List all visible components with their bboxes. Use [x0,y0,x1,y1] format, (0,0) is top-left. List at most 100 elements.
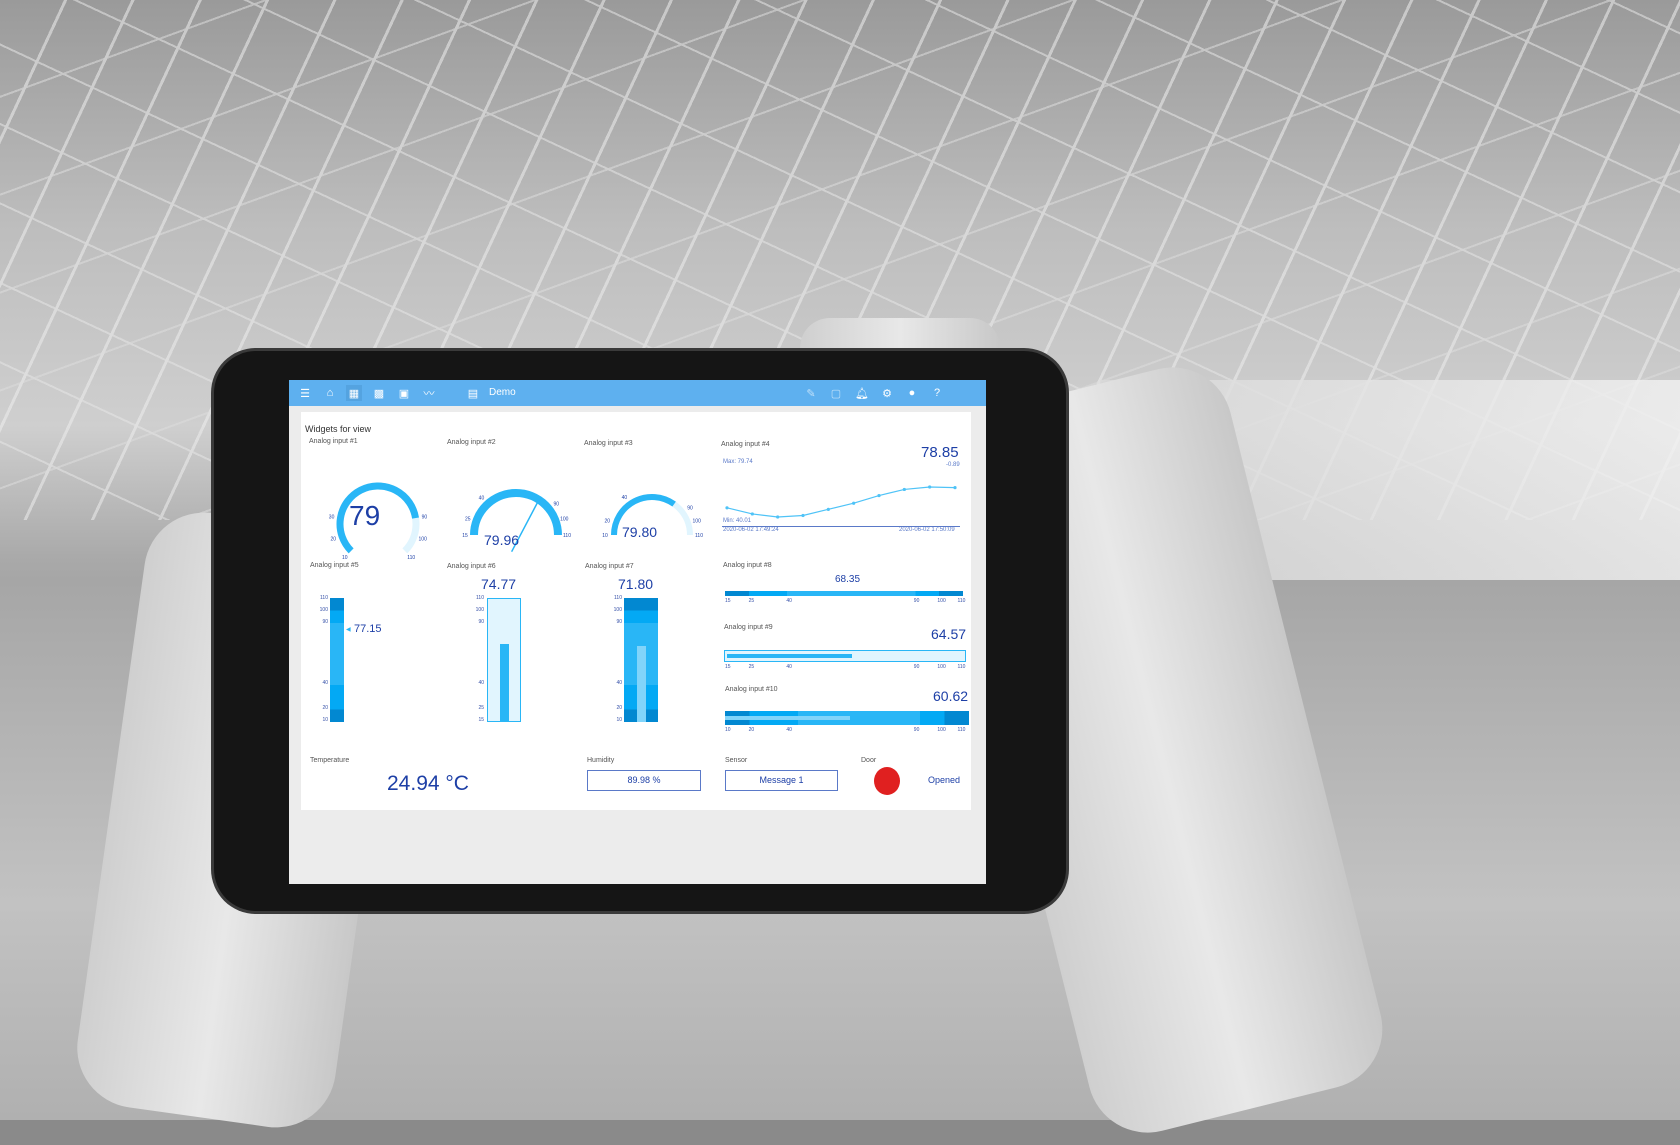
gauge-tick-label: 10 [342,555,348,561]
gauge-tick-label: 90 [687,505,693,511]
door-status-led [874,767,900,795]
gauge-band [470,489,562,536]
vbar-tick-label: 100 [475,607,484,614]
trend-point [953,486,957,490]
gauge-track [470,489,562,536]
chart-icon[interactable]: 〰 [423,388,435,400]
trend-max: Max: 79.74 [723,459,753,465]
hbar-tick-label: 110 [957,727,966,733]
humidity-field[interactable]: 89.98 % [587,770,701,791]
menu-icon[interactable]: ☰ [300,387,310,400]
trend-line [726,486,956,518]
hbar-tick-label: 110 [957,664,966,670]
dashboard-title: Demo [489,387,516,398]
gauge-tick-label: 100 [693,518,702,524]
gauge-tick-label: 110 [695,533,703,539]
trend-axis [722,526,960,527]
hbar-label: Analog input #9 [724,624,773,631]
vbar-tick-label: 110 [476,595,484,601]
hbar-tick-label: 10 [725,727,731,733]
gauge-label: Analog input #2 [447,439,496,446]
trend-point [826,507,830,511]
dashboard-icon[interactable]: ▦ [346,385,362,401]
gauge-tick-label: 110 [563,533,571,539]
panel-title: Widgets for view [305,424,372,434]
vbar-marker: ◀ [346,627,351,633]
gauge-value: 79 [349,500,381,531]
account-icon[interactable]: ● [908,387,916,399]
vbar-tick-label: 90 [478,619,484,626]
vbar-tick-label: 100 [613,607,622,614]
hbar-tick-label: 90 [913,598,920,604]
vbar-value: 71.80 [618,576,654,592]
vbar-label: Analog input #6 [447,563,496,570]
gauge-tick-label: 40 [622,495,628,501]
gauge-tick-label: 20 [605,518,611,524]
hbar-value: 60.62 [933,688,969,704]
hbar-tick-label: 15 [725,598,731,604]
hbar-tick-label: 100 [937,727,946,733]
vbar-label: Analog input #7 [585,563,634,570]
temperature-label: Temperature [310,757,350,764]
gauge-tick-label: 20 [331,537,337,543]
top-bar: ☰ ⌂ ▦ ▩ ▣ 〰 ▤ Demo ✎ ▢ 🔔︎ ⚙ ● ? [289,380,986,406]
hbar-tick-label: 110 [957,598,966,604]
trend-chart [725,485,957,519]
hbar-tick-label: 40 [786,664,792,670]
gauge-tick-label: 110 [407,555,415,561]
edit-icon[interactable]: ✎ [806,387,816,400]
trend-point [776,515,780,519]
door-status: Opened [928,775,961,785]
vbar-tick-label: 90 [616,619,622,626]
hbar-tick-label: 15 [725,664,731,670]
trend-label: Analog input #4 [721,441,770,448]
gauge-tick-label: 100 [419,537,428,543]
hbar-tick-label: 100 [937,664,946,670]
gauge-needle [510,499,540,553]
trend-point [725,506,729,510]
gauge-tick-label: 90 [553,502,559,508]
hbar-tick-label: 20 [748,727,755,733]
gauge-label: Analog input #1 [309,438,358,445]
widgets-icon[interactable]: ▩ [373,387,385,400]
sensor-field[interactable]: Message 1 [725,770,838,791]
vbar-tick-label: 20 [322,704,328,711]
gauge-value: 79.96 [484,532,520,548]
grid-icon: ▤ [467,387,479,400]
gauge-tick-label: 10 [602,533,608,539]
trend-delta: -0.89 [946,462,960,468]
hbar-tick-label: 90 [913,664,920,670]
vbar-tick-label: 110 [320,595,328,601]
vbar-tick-label: 25 [478,704,484,711]
trend-point [877,493,881,498]
home-icon[interactable]: ⌂ [326,387,334,399]
bell-icon[interactable]: 🔔︎ [855,387,869,400]
vbar-7-fill [637,646,646,722]
gauge-tick-label: 40 [479,495,485,501]
hbar-10-fill [725,716,850,720]
gauge-tick-label: 30 [329,515,335,521]
vbar-value: 74.77 [481,576,517,592]
hbar-8-track [725,591,963,596]
gear-icon[interactable]: ⚙ [882,387,892,400]
help-icon[interactable]: ? [933,387,941,399]
vbar-label: Analog input #5 [310,562,359,569]
trend-point [750,512,754,516]
trend-value: 78.85 [921,444,959,461]
trend-point [902,487,906,492]
vbar-tick-label: 20 [616,704,622,711]
vbar-tick-label: 10 [322,717,328,723]
trend-point [928,485,932,489]
trend-start: 2020-06-02 17:49:24 [723,527,779,533]
hbar-tick-label: 25 [748,598,755,604]
list-icon[interactable]: ▢ [830,387,842,400]
hbar-tick-label: 100 [937,598,946,604]
vbar-6-fill [500,644,509,721]
gauge-2-dial: 15 25 40 90 100 110 [462,489,571,553]
vbar-tick-label: 90 [322,619,328,626]
hbar-label: Analog input #10 [725,686,778,693]
calendar-icon[interactable]: ▣ [398,387,410,400]
vbar-tick-label: 10 [616,717,622,723]
widgets-panel: Widgets for view Analog input #1 10 20 30 9… [301,412,971,810]
vbar-5-track [330,598,344,722]
